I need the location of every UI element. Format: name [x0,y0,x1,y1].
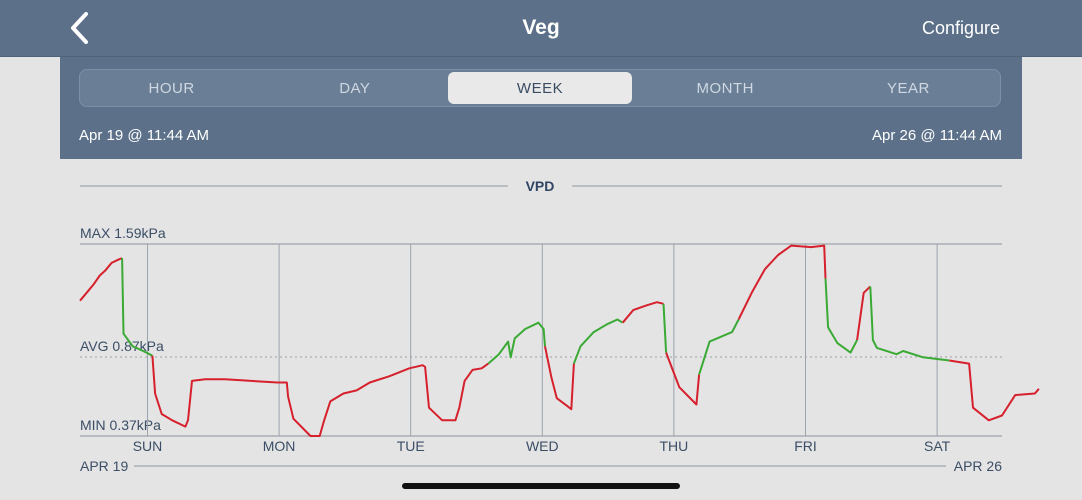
segment-week[interactable]: WEEK [448,72,632,104]
avg-label: AVG 0.87kPa [80,338,164,354]
day-label-wed: WED [526,438,559,454]
min-label: MIN 0.37kPa [80,417,161,433]
max-label: MAX 1.59kPa [80,225,166,241]
vpd-line-segment-4 [544,346,575,411]
vpd-series [79,244,1040,437]
vpd-line-segment-12 [856,285,871,341]
segment-year[interactable]: YEAR [886,79,930,97]
vpd-line-segment-6 [621,301,664,324]
vpd-line-segment-11 [824,278,858,354]
vpd-line-segment-10 [737,244,827,320]
vpd-line-segment-13 [869,286,950,362]
day-label-sat: SAT [924,438,951,454]
day-gridlines [147,244,938,436]
vpd-line-segment-8 [665,352,701,406]
day-label-fri: FRI [794,438,817,454]
vpd-line-segment-9 [698,319,740,375]
vpd-line-segment-3 [487,321,546,365]
configure-button[interactable]: Configure [921,18,1000,38]
day-label-tue: TUE [397,438,425,454]
day-label-sun: SUN [133,438,163,454]
vpd-line-segment-2 [151,355,489,437]
home-indicator [402,483,680,489]
page-title: Veg [522,16,560,39]
vpd-line-segment-7 [662,303,668,353]
back-chevron-icon[interactable] [64,8,98,48]
day-label-mon: MON [263,438,296,454]
day-label-thu: THU [660,438,689,454]
vpd-line-segment-5 [572,318,624,364]
segment-day[interactable]: DAY [339,79,371,97]
time-range-segmented-control: HOUR DAY WEEK MONTH YEAR [79,69,1001,107]
end-date-label: APR 26 [954,458,1002,474]
vpd-line-segment-14 [949,359,1040,422]
range-panel: HOUR DAY WEEK MONTH YEAR Apr 19 @ 11:44 … [60,57,1022,159]
segment-hour[interactable]: HOUR [148,79,195,97]
vpd-line-segment-1 [121,258,153,357]
range-start-label: Apr 19 @ 11:44 AM [79,127,210,144]
chart-title: VPD [526,178,555,194]
vpd-line-segment-0 [79,257,123,302]
nav-bar: Veg Configure [0,0,1082,57]
day-labels: SUN MON TUE WED THU FRI SAT [133,438,951,454]
range-end-label: Apr 26 @ 11:44 AM [871,127,1002,144]
start-date-label: APR 19 [80,458,128,474]
segment-month[interactable]: MONTH [696,79,754,97]
